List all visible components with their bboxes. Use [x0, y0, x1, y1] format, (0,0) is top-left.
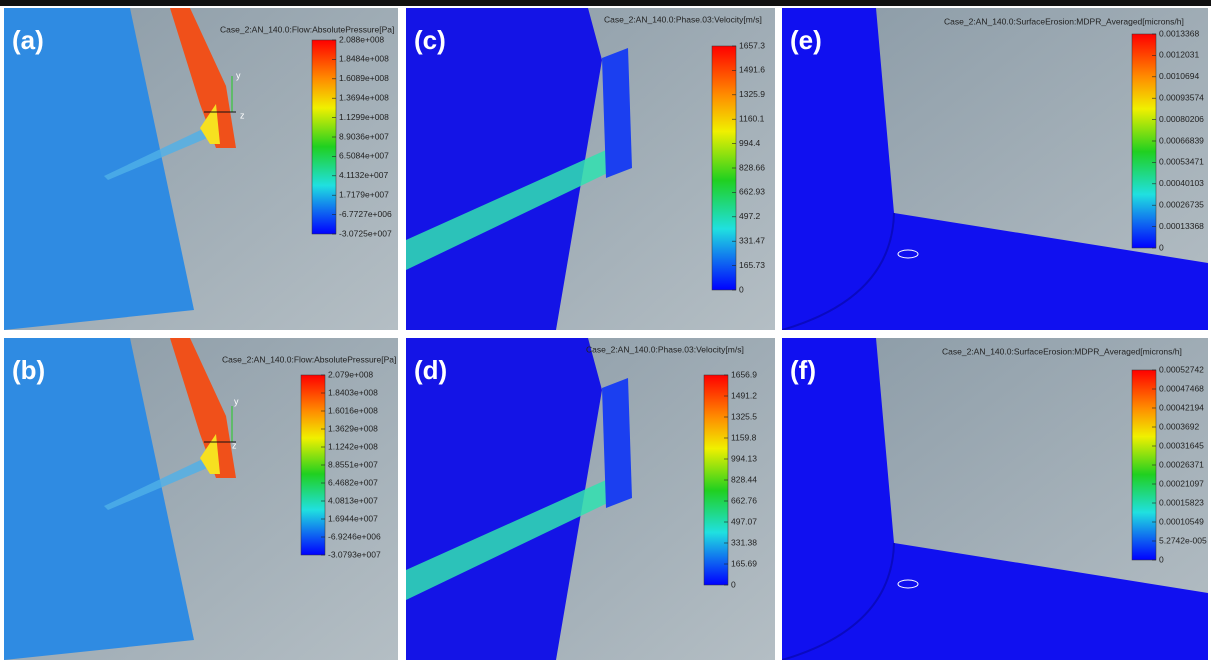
geometry — [602, 48, 632, 178]
panel-label: (c) — [414, 25, 446, 55]
colorbar-tick-label: 1.3629e+008 — [328, 423, 378, 433]
colorbar-title: Case_2:AN_140.0:Phase.03:Velocity[m/s] — [604, 14, 762, 24]
colorbar-tick-label: 497.2 — [739, 211, 761, 221]
colorbar-tick-label: 1325.5 — [731, 411, 757, 421]
figure: y z (a) Case_2:AN_140.0:Flow:AbsolutePressu… — [0, 0, 1211, 662]
colorbar-title: Case_2:AN_140.0:SurfaceErosion:MDPR_Aver… — [944, 16, 1184, 26]
colorbar-tick-label: 2.088e+008 — [339, 34, 384, 44]
colorbar-title: Case_2:AN_140.0:SurfaceErosion:MDPR_Aver… — [942, 346, 1182, 356]
colorbar-tick-label: 8.9036e+007 — [339, 131, 389, 141]
colorbar-tick-label: 1.6944e+007 — [328, 513, 378, 523]
colorbar-tick-label: 0.00052742 — [1159, 364, 1204, 374]
viewport: y z (a) Case_2:AN_140.0:Flow:AbsolutePressu… — [4, 8, 398, 330]
colorbar-tick-label: 994.4 — [739, 138, 761, 148]
colorbar-tick-label: 662.76 — [731, 495, 757, 505]
panel: (f) Case_2:AN_140.0:SurfaceErosion:MDPR_A… — [782, 338, 1208, 660]
top-border — [0, 0, 1211, 6]
viewport: (c) Case_2:AN_140.0:Phase.03:Velocity[m/s… — [406, 8, 775, 330]
colorbar-tick-label: 0.00093574 — [1159, 92, 1204, 102]
colorbar-tick-label: 0.00066839 — [1159, 135, 1204, 145]
axis-label: y — [236, 70, 241, 80]
colorbar-title: Case_2:AN_140.0:Flow:AbsolutePressure[Pa… — [222, 354, 396, 364]
colorbar-tick-label: 994.13 — [731, 453, 757, 463]
colorbar-tick-label: 1159.8 — [731, 432, 757, 442]
colorbar-tick-label: 0 — [1159, 242, 1164, 252]
colorbar-tick-label: 0.00026371 — [1159, 459, 1204, 469]
viewport: (d) Case_2:AN_140.0:Phase.03:Velocity[m/s… — [406, 338, 775, 660]
colorbar-tick-label: 0.0012031 — [1159, 50, 1199, 60]
colorbar-tick-label: 1.1299e+008 — [339, 112, 389, 122]
panel: (d) Case_2:AN_140.0:Phase.03:Velocity[m/s… — [406, 338, 775, 660]
colorbar-tick-label: 0.0003692 — [1159, 421, 1199, 431]
viewport: (e) Case_2:AN_140.0:SurfaceErosion:MDPR_A… — [782, 8, 1208, 330]
colorbar-tick-label: 6.4682e+007 — [328, 477, 378, 487]
colorbar-tick-label: 0 — [739, 284, 744, 294]
colorbar-tick-label: 662.93 — [739, 187, 765, 197]
colorbar-tick-label: -3.0725e+007 — [339, 228, 392, 238]
panel-label: (f) — [790, 355, 816, 385]
colorbar-tick-label: 0.00053471 — [1159, 157, 1204, 167]
colorbar-tick-label: 1325.9 — [739, 89, 765, 99]
panel-label: (b) — [12, 355, 45, 385]
geometry — [602, 378, 632, 508]
colorbar-tick-label: 0.00021097 — [1159, 478, 1204, 488]
colorbar-tick-label: 0 — [731, 579, 736, 589]
colorbar-tick-label: 1.6016e+008 — [328, 405, 378, 415]
colorbar-tick-label: 6.5084e+007 — [339, 151, 389, 161]
colorbar-tick-label: 1.6089e+008 — [339, 73, 389, 83]
colorbar-tick-label: -6.9246e+006 — [328, 531, 381, 541]
panel: y z (b) Case_2:AN_140.0:Flow:AbsolutePressu… — [4, 338, 398, 660]
colorbar-tick-label: 4.1132e+007 — [339, 170, 389, 180]
panel-label: (e) — [790, 25, 822, 55]
panel-label: (d) — [414, 355, 447, 385]
colorbar-tick-label: 0.00010549 — [1159, 516, 1204, 526]
colorbar-tick-label: 497.07 — [731, 516, 757, 526]
colorbar-tick-label: 0.00026735 — [1159, 199, 1204, 209]
colorbar-tick-label: 828.44 — [731, 474, 757, 484]
viewport: (f) Case_2:AN_140.0:SurfaceErosion:MDPR_A… — [782, 338, 1208, 660]
colorbar-tick-label: 1491.2 — [731, 390, 757, 400]
colorbar-tick-label: 331.47 — [739, 235, 765, 245]
colorbar-title: Case_2:AN_140.0:Flow:AbsolutePressure[Pa… — [220, 24, 394, 34]
colorbar-tick-label: 0.00040103 — [1159, 178, 1204, 188]
colorbar-tick-label: 0.00031645 — [1159, 440, 1204, 450]
colorbar-title: Case_2:AN_140.0:Phase.03:Velocity[m/s] — [586, 344, 744, 354]
colorbar-tick-label: 0.00013368 — [1159, 221, 1204, 231]
colorbar-tick-label: 0.0013368 — [1159, 28, 1199, 38]
panel: (e) Case_2:AN_140.0:SurfaceErosion:MDPR_A… — [782, 8, 1208, 330]
colorbar-tick-label: 0 — [1159, 554, 1164, 564]
colorbar-tick-label: 0.0010694 — [1159, 71, 1199, 81]
colorbar-tick-label: 1.8403e+008 — [328, 387, 378, 397]
colorbar-tick-label: 828.66 — [739, 162, 765, 172]
axis-label: z — [240, 110, 245, 120]
colorbar-tick-label: 331.38 — [731, 537, 757, 547]
colorbar-tick-label: 1491.6 — [739, 65, 765, 75]
panel: y z (a) Case_2:AN_140.0:Flow:AbsolutePressu… — [4, 8, 398, 330]
colorbar-tick-label: 0.00042194 — [1159, 402, 1204, 412]
colorbar-tick-label: 0.00047468 — [1159, 383, 1204, 393]
colorbar-tick-label: 1657.3 — [739, 40, 765, 50]
colorbar-tick-label: 2.079e+008 — [328, 369, 373, 379]
colorbar-tick-label: -3.0793e+007 — [328, 549, 381, 559]
viewport: y z (b) Case_2:AN_140.0:Flow:AbsolutePressu… — [4, 338, 398, 660]
colorbar-tick-label: 1656.9 — [731, 369, 757, 379]
colorbar-tick-label: 1.1242e+008 — [328, 441, 378, 451]
colorbar-tick-label: -6.7727e+006 — [339, 209, 392, 219]
colorbar-tick-label: 8.8551e+007 — [328, 459, 378, 469]
colorbar-tick-label: 1.7179e+007 — [339, 189, 389, 199]
colorbar-tick-label: 5.2742e-005 — [1159, 535, 1207, 545]
colorbar-tick-label: 0.00015823 — [1159, 497, 1204, 507]
colorbar-tick-label: 1.8484e+008 — [339, 54, 389, 64]
axis-label: z — [232, 440, 237, 450]
colorbar-tick-label: 165.69 — [731, 558, 757, 568]
colorbar-tick-label: 0.00080206 — [1159, 114, 1204, 124]
colorbar-tick-label: 4.0813e+007 — [328, 495, 378, 505]
panel-label: (a) — [12, 25, 44, 55]
axis-label: y — [234, 396, 239, 406]
panel: (c) Case_2:AN_140.0:Phase.03:Velocity[m/s… — [406, 8, 775, 330]
colorbar-tick-label: 1160.1 — [739, 113, 765, 123]
colorbar-tick-label: 1.3694e+008 — [339, 92, 389, 102]
colorbar-tick-label: 165.73 — [739, 260, 765, 270]
